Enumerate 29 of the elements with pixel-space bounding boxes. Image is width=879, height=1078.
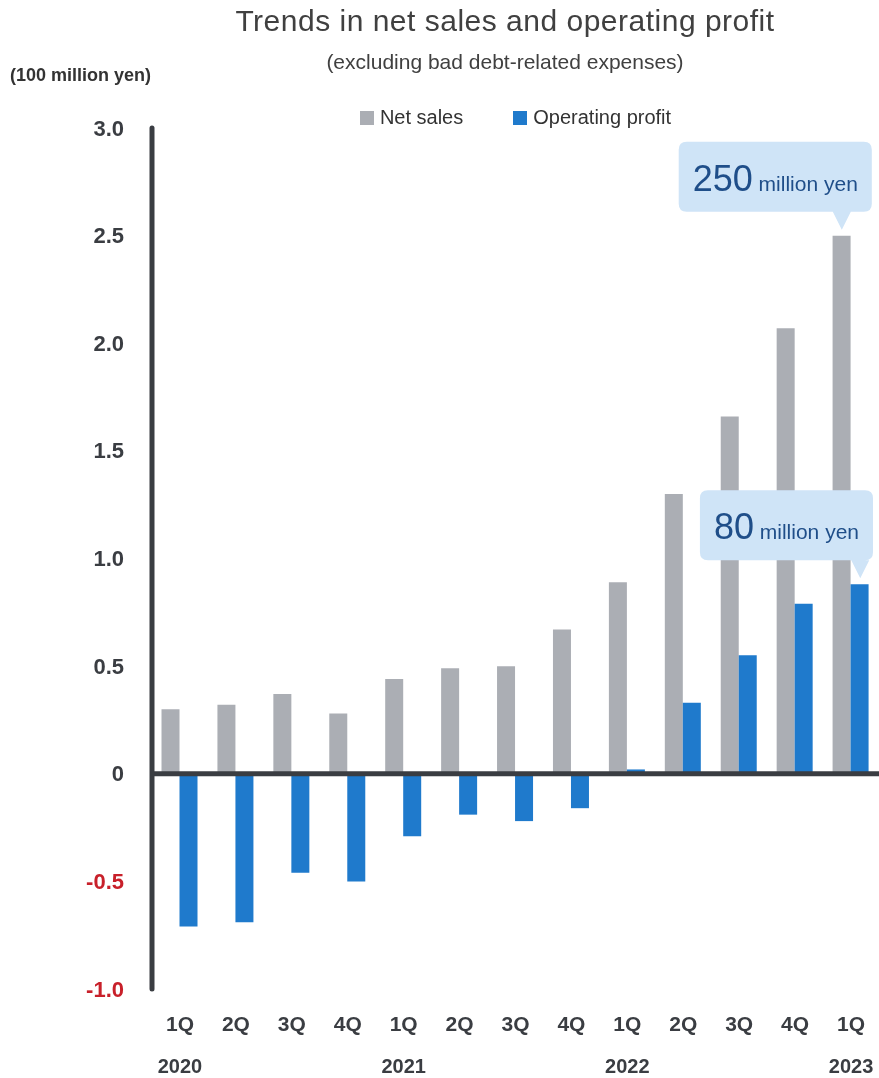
y-tick-label: 1.5 (93, 438, 124, 464)
x-tick-label: 1Q 2020 (157, 1011, 203, 1077)
y-axis-title: (100 million yen) (10, 65, 152, 86)
x-tick-label: 4Q (557, 1011, 586, 1035)
y-tick-label: 3.0 (93, 115, 124, 141)
annotation: 80 million yen (713, 506, 860, 548)
annotation: 250 million yen (692, 157, 858, 199)
y-tick-label: 2.5 (93, 223, 124, 249)
y-tick-label: -1.0 (86, 976, 124, 1002)
chart-subtitle: (excluding bad debt-related expenses) (326, 50, 684, 73)
y-tick-label: -0.5 (86, 868, 124, 894)
y-tick-label: 1.0 (93, 546, 124, 571)
x-tick-label: 4Q (781, 1011, 810, 1035)
x-tick-label: 2Q (669, 1011, 698, 1035)
chart-title: Trends in net sales and operating profit (234, 4, 776, 38)
y-tick-label: 0 (111, 761, 124, 787)
x-tick-label: 3Q (725, 1011, 754, 1035)
x-tick-label: 4Q (333, 1011, 362, 1035)
x-tick-label: 1Q 2022 (605, 1011, 650, 1077)
y-tick-label: 2.0 (93, 330, 124, 356)
x-tick-label: 3Q (501, 1011, 530, 1035)
y-tick-label: 0.5 (93, 653, 124, 679)
x-tick-label: 1Q 2021 (381, 1011, 426, 1077)
legend-label: Operating profit (533, 106, 672, 129)
legend-label: Net sales (379, 106, 464, 129)
x-tick-label: 1Q 2023 (828, 1011, 874, 1077)
x-tick-label: 2Q (445, 1011, 474, 1035)
x-tick-label: 3Q (277, 1011, 306, 1035)
x-tick-label: 2Q (221, 1011, 250, 1035)
